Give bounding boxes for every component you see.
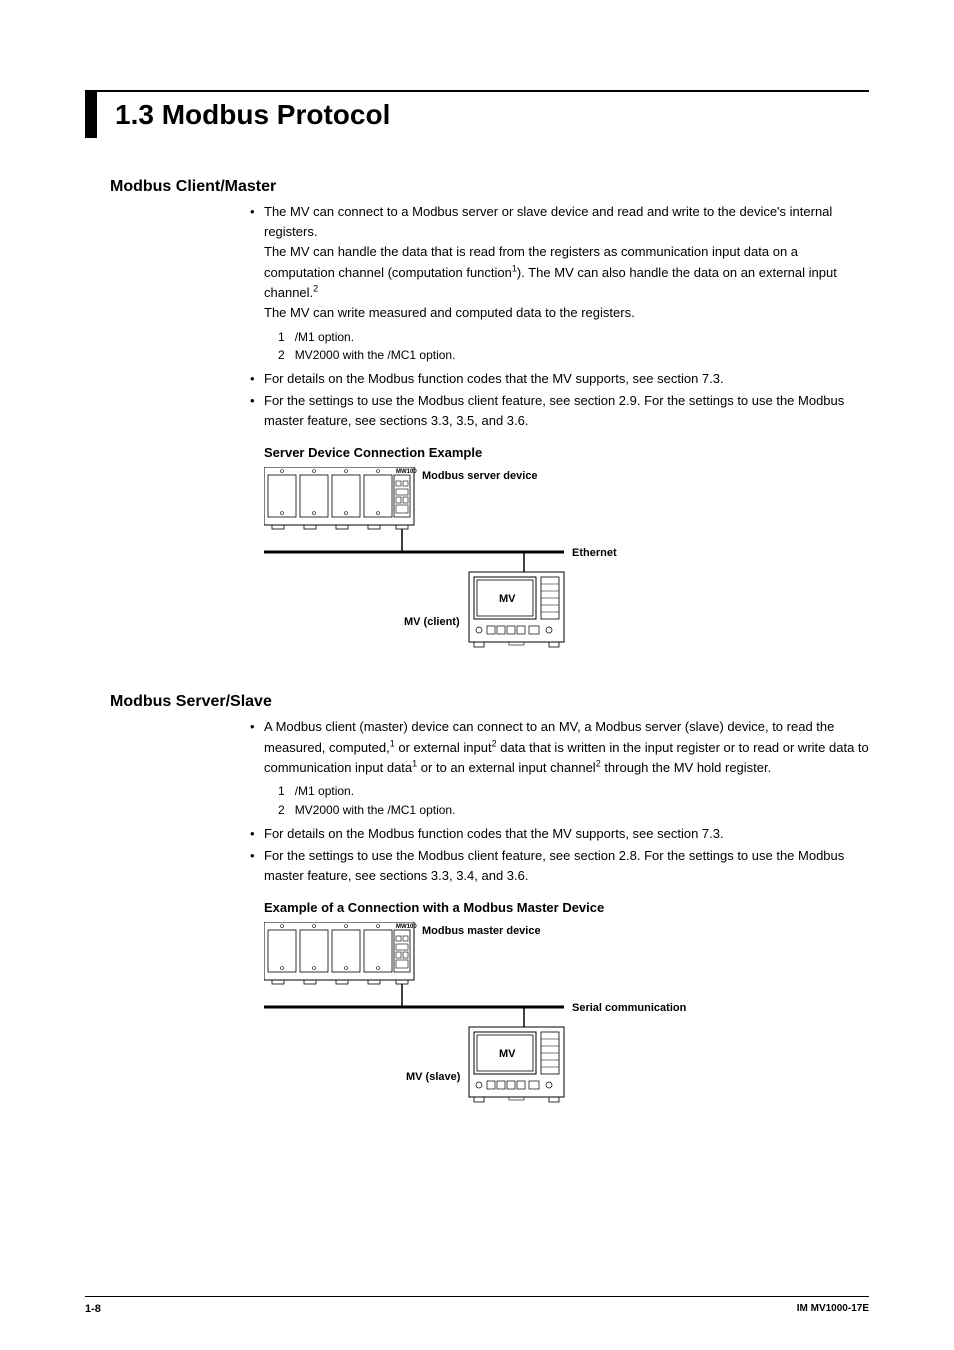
- title-row: 1.3 Modbus Protocol: [85, 90, 869, 138]
- bullet-item: For details on the Modbus function codes…: [250, 824, 869, 844]
- server-device-label: Modbus server device: [422, 470, 538, 482]
- bullet-item: The MV can connect to a Modbus server or…: [250, 202, 869, 365]
- mv-label: MV: [499, 1048, 516, 1060]
- doc-id: IM MV1000-17E: [797, 1303, 869, 1315]
- diagram1-title: Server Device Connection Example: [264, 443, 869, 463]
- mv-slave-label: MV (slave): [406, 1071, 461, 1083]
- section2-heading: Modbus Server/Slave: [110, 693, 869, 711]
- document-page: 1.3 Modbus Protocol Modbus Client/Master…: [0, 0, 954, 1350]
- connection-diagram-svg: MW100 Modbus master device Serial commun…: [264, 922, 744, 1112]
- page-number: 1-8: [85, 1303, 101, 1315]
- footnote: 1/M1 option.: [278, 328, 869, 347]
- bullet-item: For the settings to use the Modbus clien…: [250, 391, 869, 431]
- rack-label: MW100: [396, 924, 417, 930]
- bullet-item: A Modbus client (master) device can conn…: [250, 717, 869, 819]
- bullet-item: For details on the Modbus function codes…: [250, 369, 869, 389]
- diagram2: MW100 Modbus master device Serial commun…: [264, 922, 869, 1118]
- master-device-label: Modbus master device: [422, 925, 541, 937]
- section1-body: The MV can connect to a Modbus server or…: [250, 202, 869, 663]
- connection-diagram-svg: MW100 Modbus server device Ethernet MV: [264, 467, 744, 657]
- page-footer: 1-8 IM MV1000-17E: [85, 1296, 869, 1315]
- bullet-text: The MV can connect to a Modbus server or…: [264, 204, 832, 239]
- title-accent-bar: [85, 92, 97, 138]
- footnote: 2MV2000 with the /MC1 option.: [278, 346, 869, 365]
- rack-label: MW100: [396, 469, 417, 475]
- diagram2-title: Example of a Connection with a Modbus Ma…: [264, 898, 869, 918]
- sub-paragraph: The MV can handle the data that is read …: [264, 242, 869, 303]
- serial-label: Serial communication: [572, 1002, 687, 1014]
- mv-client-label: MV (client): [404, 616, 460, 628]
- mv-label: MV: [499, 593, 516, 605]
- bullet-item: For the settings to use the Modbus clien…: [250, 846, 869, 886]
- section2-body: A Modbus client (master) device can conn…: [250, 717, 869, 1118]
- sub-paragraph: The MV can write measured and computed d…: [264, 303, 869, 323]
- footnote: 2MV2000 with the /MC1 option.: [278, 801, 869, 820]
- page-title: 1.3 Modbus Protocol: [115, 92, 390, 138]
- ethernet-label: Ethernet: [572, 547, 617, 559]
- footnote: 1/M1 option.: [278, 782, 869, 801]
- diagram1: MW100 Modbus server device Ethernet MV: [264, 467, 869, 663]
- section1-heading: Modbus Client/Master: [110, 178, 869, 196]
